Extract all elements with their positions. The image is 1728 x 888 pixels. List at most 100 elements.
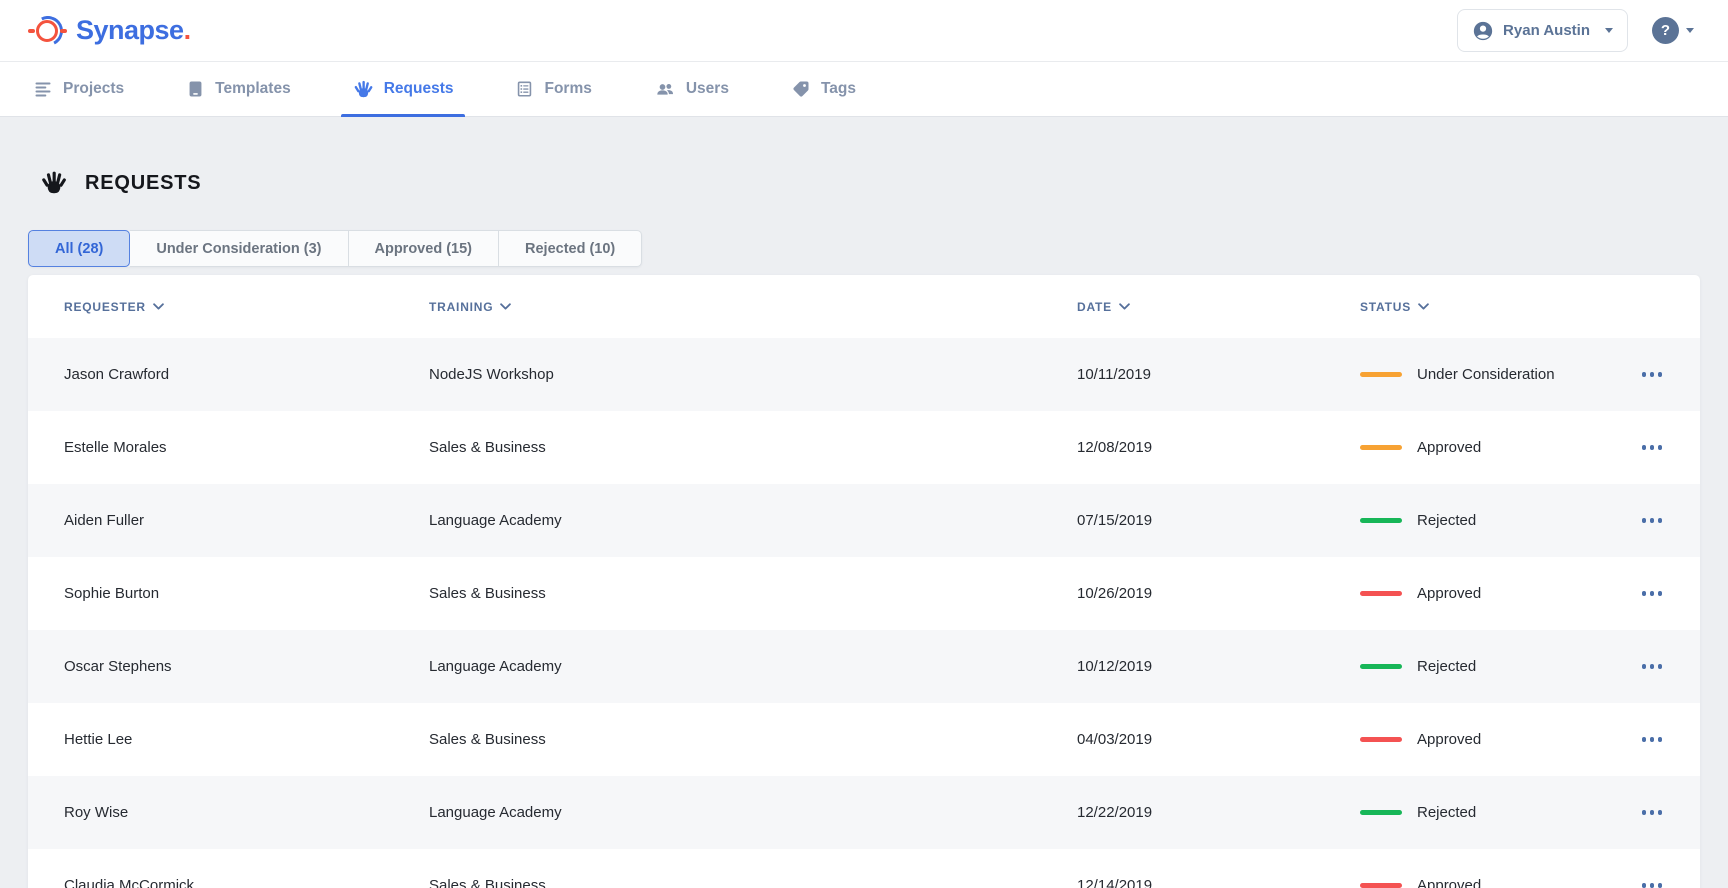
ellipsis-icon	[1641, 372, 1646, 377]
nav-label: Projects	[63, 80, 125, 97]
tab-rejected[interactable]: Rejected (10)	[499, 230, 643, 267]
table-row: Jason Crawford NodeJS Workshop 10/11/201…	[28, 338, 1700, 411]
table-row: Roy Wise Language Academy 12/22/2019 Rej…	[28, 776, 1700, 849]
ellipsis-icon	[1657, 664, 1662, 669]
date-cell: 10/26/2019	[1077, 585, 1153, 602]
ellipsis-icon	[1657, 445, 1662, 450]
nav-label: Requests	[383, 80, 454, 97]
status-dash-indicator	[1360, 445, 1402, 450]
tab-under-consideration[interactable]: Under Consideration (3)	[130, 230, 349, 267]
brand-logo[interactable]: Synapse.	[28, 11, 191, 51]
training-cell: Sales & Business	[429, 877, 546, 888]
ellipsis-icon	[1649, 591, 1654, 596]
row-actions-button[interactable]	[1640, 877, 1665, 888]
row-actions-button[interactable]	[1640, 439, 1665, 456]
nav-item-templates[interactable]: Templates	[174, 62, 303, 116]
nav-item-forms[interactable]: Forms	[503, 62, 603, 116]
status-cell: Approved	[1360, 731, 1620, 748]
status-label: Approved	[1417, 439, 1482, 456]
user-menu-button[interactable]: Ryan Austin	[1457, 9, 1628, 52]
requester-cell: Sophie Burton	[64, 585, 160, 602]
status-filter-tabs: All (28) Under Consideration (3) Approve…	[28, 230, 643, 267]
ellipsis-icon	[1641, 737, 1646, 742]
nav-item-projects[interactable]: Projects	[21, 62, 136, 116]
table-body: Jason Crawford NodeJS Workshop 10/11/201…	[28, 338, 1700, 888]
user-name: Ryan Austin	[1503, 22, 1590, 39]
date-cell: 10/12/2019	[1077, 658, 1153, 675]
row-actions-button[interactable]	[1640, 366, 1665, 383]
date-cell: 10/11/2019	[1077, 366, 1151, 383]
ellipsis-icon	[1657, 518, 1662, 523]
date-cell: 12/22/2019	[1077, 804, 1153, 821]
ellipsis-icon	[1649, 372, 1654, 377]
status-dash-indicator	[1360, 883, 1402, 888]
table-row: Hettie Lee Sales & Business 04/03/2019 A…	[28, 703, 1700, 776]
template-icon	[186, 79, 205, 99]
status-cell: Under Consideration	[1360, 366, 1620, 383]
status-label: Approved	[1417, 877, 1482, 888]
chevron-down-icon	[1686, 28, 1694, 33]
training-cell: Sales & Business	[429, 731, 546, 748]
status-label: Approved	[1417, 585, 1482, 602]
status-dash-indicator	[1360, 737, 1402, 742]
column-header-status[interactable]: STATUS	[1360, 300, 1620, 314]
page-title: REQUESTS	[85, 171, 202, 194]
ellipsis-icon	[1649, 810, 1654, 815]
chevron-down-icon	[500, 302, 512, 310]
help-menu-button[interactable]: ?	[1652, 17, 1694, 44]
status-cell: Approved	[1360, 585, 1620, 602]
ellipsis-icon	[1641, 518, 1646, 523]
training-cell: Language Academy	[429, 804, 562, 821]
user-avatar-icon	[1472, 20, 1494, 42]
chevron-down-icon	[153, 302, 164, 310]
hand-icon	[353, 79, 374, 100]
ellipsis-icon	[1641, 591, 1646, 596]
column-header-requester[interactable]: REQUESTER	[64, 300, 429, 314]
ellipsis-icon	[1641, 445, 1646, 450]
chevron-down-icon	[1119, 302, 1130, 310]
row-actions-button[interactable]	[1640, 658, 1665, 675]
table-row: Sophie Burton Sales & Business 10/26/201…	[28, 557, 1700, 630]
column-header-training[interactable]: TRAINING	[429, 300, 1077, 314]
row-actions-button[interactable]	[1640, 512, 1665, 529]
page-title-row: REQUESTS	[40, 169, 1728, 197]
row-actions-button[interactable]	[1640, 585, 1665, 602]
requester-cell: Roy Wise	[64, 804, 129, 821]
date-cell: 12/14/2019	[1077, 877, 1153, 888]
nav-label: Tags	[820, 80, 856, 97]
tab-approved[interactable]: Approved (15)	[348, 230, 499, 267]
column-header-date[interactable]: DATE	[1077, 300, 1360, 314]
ellipsis-icon	[1657, 591, 1662, 596]
list-lines-icon	[33, 79, 53, 99]
status-cell: Approved	[1360, 439, 1620, 456]
training-cell: Language Academy	[429, 658, 562, 675]
nav-item-requests[interactable]: Requests	[340, 62, 466, 117]
users-icon	[654, 79, 676, 99]
top-bar: Synapse. Ryan Austin ?	[0, 0, 1728, 62]
status-cell: Rejected	[1360, 658, 1620, 675]
date-cell: 07/15/2019	[1077, 512, 1153, 529]
nav-label: Forms	[544, 80, 592, 97]
form-icon	[515, 79, 534, 99]
date-cell: 12/08/2019	[1077, 439, 1153, 456]
requests-page: REQUESTS All (28) Under Consideration (3…	[0, 169, 1728, 888]
training-cell: Language Academy	[429, 512, 562, 529]
table-header-row: REQUESTER TRAINING DATE STATUS	[28, 275, 1700, 338]
ellipsis-icon	[1641, 883, 1646, 888]
nav-label: Templates	[215, 80, 291, 97]
requester-cell: Hettie Lee	[64, 731, 133, 748]
table-row: Aiden Fuller Language Academy 07/15/2019…	[28, 484, 1700, 557]
ellipsis-icon	[1657, 737, 1662, 742]
row-actions-button[interactable]	[1640, 731, 1665, 748]
nav-item-users[interactable]: Users	[642, 62, 741, 116]
nav-item-tags[interactable]: Tags	[779, 62, 868, 116]
row-actions-button[interactable]	[1640, 804, 1665, 821]
requester-cell: Aiden Fuller	[64, 512, 145, 529]
ellipsis-icon	[1649, 737, 1654, 742]
help-icon: ?	[1652, 17, 1679, 44]
tab-all[interactable]: All (28)	[28, 230, 131, 267]
main-nav: Projects Templates Requests Forms Users …	[0, 62, 1728, 117]
status-label: Rejected	[1417, 512, 1477, 529]
status-dash-indicator	[1360, 664, 1402, 669]
hand-icon	[40, 169, 68, 197]
